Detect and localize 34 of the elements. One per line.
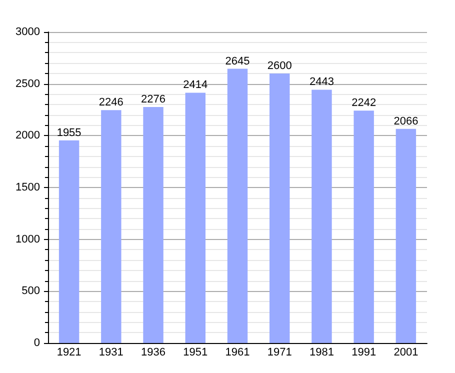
data-label: 2645	[225, 55, 250, 68]
bar	[270, 73, 290, 343]
bar	[143, 107, 164, 343]
x-tick-label: 1991	[352, 346, 376, 358]
data-label: 1955	[56, 126, 82, 139]
data-label: 2276	[141, 94, 166, 106]
data-label: 2066	[394, 115, 418, 128]
bar	[58, 140, 80, 343]
x-tick-label: 1936	[141, 346, 166, 358]
bar	[396, 128, 416, 343]
bar	[354, 110, 374, 343]
bar	[227, 68, 248, 343]
y-tick-label: 500	[22, 285, 40, 298]
y-tick-label: 2500	[16, 78, 40, 90]
x-tick-label: 1971	[267, 346, 292, 358]
x-tick-label: 1981	[309, 346, 334, 358]
data-label: 2600	[267, 60, 292, 72]
y-tick-label: 2000	[16, 130, 40, 142]
y-tick-label: 0	[34, 337, 40, 349]
x-tick-label: 1921	[56, 346, 82, 358]
y-tick-label: 1500	[16, 182, 40, 194]
x-tick-label: 1951	[183, 346, 208, 358]
bar	[312, 90, 332, 343]
y-tick-label: 3000	[16, 26, 40, 38]
bar	[101, 110, 122, 343]
data-label: 2242	[352, 97, 376, 110]
data-label: 2414	[183, 79, 208, 92]
x-tick-label: 1931	[98, 346, 124, 358]
data-label: 2443	[309, 76, 334, 88]
x-tick-label: 2001	[394, 346, 418, 358]
y-tick-label: 1000	[16, 233, 40, 246]
x-tick-label: 1961	[225, 346, 250, 358]
bar	[185, 92, 206, 343]
data-label: 2246	[98, 96, 124, 109]
